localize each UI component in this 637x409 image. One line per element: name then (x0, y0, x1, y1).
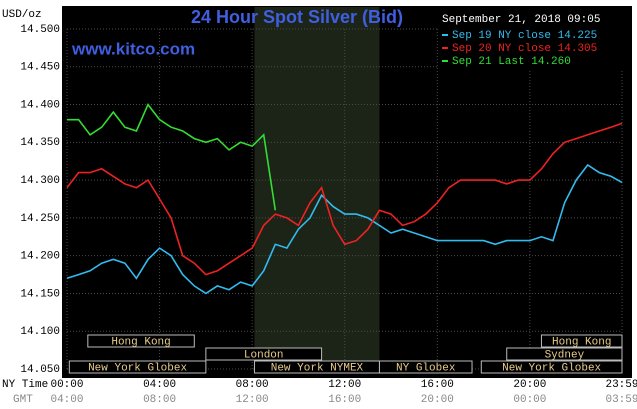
session-label: Hong Kong (552, 336, 611, 348)
legend-label: Sep 21 Last 14.260 (452, 56, 571, 68)
x2-axis-label: GMT (13, 394, 33, 406)
series-line (66, 122, 623, 276)
y-tick-label: 14.100 (20, 326, 60, 338)
x2-tick-label: 08:00 (143, 394, 176, 406)
session-label: New York NYMEX (271, 362, 364, 374)
y-tick-label: 14.400 (20, 99, 60, 111)
unit-label: USD/oz (2, 9, 42, 21)
session-bar (68, 360, 207, 374)
session-bar (205, 347, 323, 361)
x-tick-label: 08:00 (236, 379, 269, 391)
session-label: New York Globex (502, 362, 601, 374)
session-label: Sydney (545, 349, 585, 361)
x-tick-label: 12:00 (328, 379, 361, 391)
chart-title: 24 Hour Spot Silver (Bid) (191, 7, 403, 27)
session-label: NY Globex (396, 362, 456, 374)
y-tick-label: 14.150 (20, 288, 60, 300)
timestamp: September 21, 2018 09:05 (442, 14, 600, 26)
session-bar (506, 347, 623, 361)
legend-box (438, 27, 624, 69)
x2-tick-label: 03:59 (605, 394, 637, 406)
y-tick-label: 14.050 (20, 364, 60, 376)
session-label: Hong Kong (111, 336, 170, 348)
y-tick-label: 14.500 (20, 24, 60, 36)
session-bar (480, 360, 623, 374)
y-tick-label: 14.450 (20, 62, 60, 74)
site-label: www.kitco.com (71, 39, 195, 58)
x2-tick-label: 12:00 (236, 394, 269, 406)
x-tick-label: 20:00 (513, 379, 546, 391)
legend-label: Sep 20 NY close 14.305 (452, 43, 597, 55)
x-tick-label: 00:00 (50, 379, 83, 391)
x2-tick-label: 00:00 (513, 394, 546, 406)
x2-tick-label: 16:00 (328, 394, 361, 406)
x2-tick-label: 20:00 (421, 394, 454, 406)
series-line (67, 103, 277, 211)
y-tick-label: 14.300 (20, 175, 60, 187)
x-tick-label: 04:00 (143, 379, 176, 391)
x-tick-label: 23:59 (605, 379, 637, 391)
session-bar (87, 334, 195, 348)
y-tick-label: 14.250 (20, 213, 60, 225)
y-tick-label: 14.350 (20, 137, 60, 149)
session-shade (254, 7, 380, 373)
x-tick-label: 16:00 (421, 379, 454, 391)
session-bar (378, 360, 473, 374)
x-axis-label: NY Time (2, 379, 48, 391)
session-bar (540, 334, 623, 348)
series-line (66, 163, 623, 295)
session-label: London (244, 349, 284, 361)
session-label: New York Globex (88, 362, 187, 374)
legend-label: Sep 19 NY close 14.225 (452, 30, 597, 42)
x2-tick-label: 04:00 (50, 394, 83, 406)
y-tick-label: 14.200 (20, 251, 60, 263)
